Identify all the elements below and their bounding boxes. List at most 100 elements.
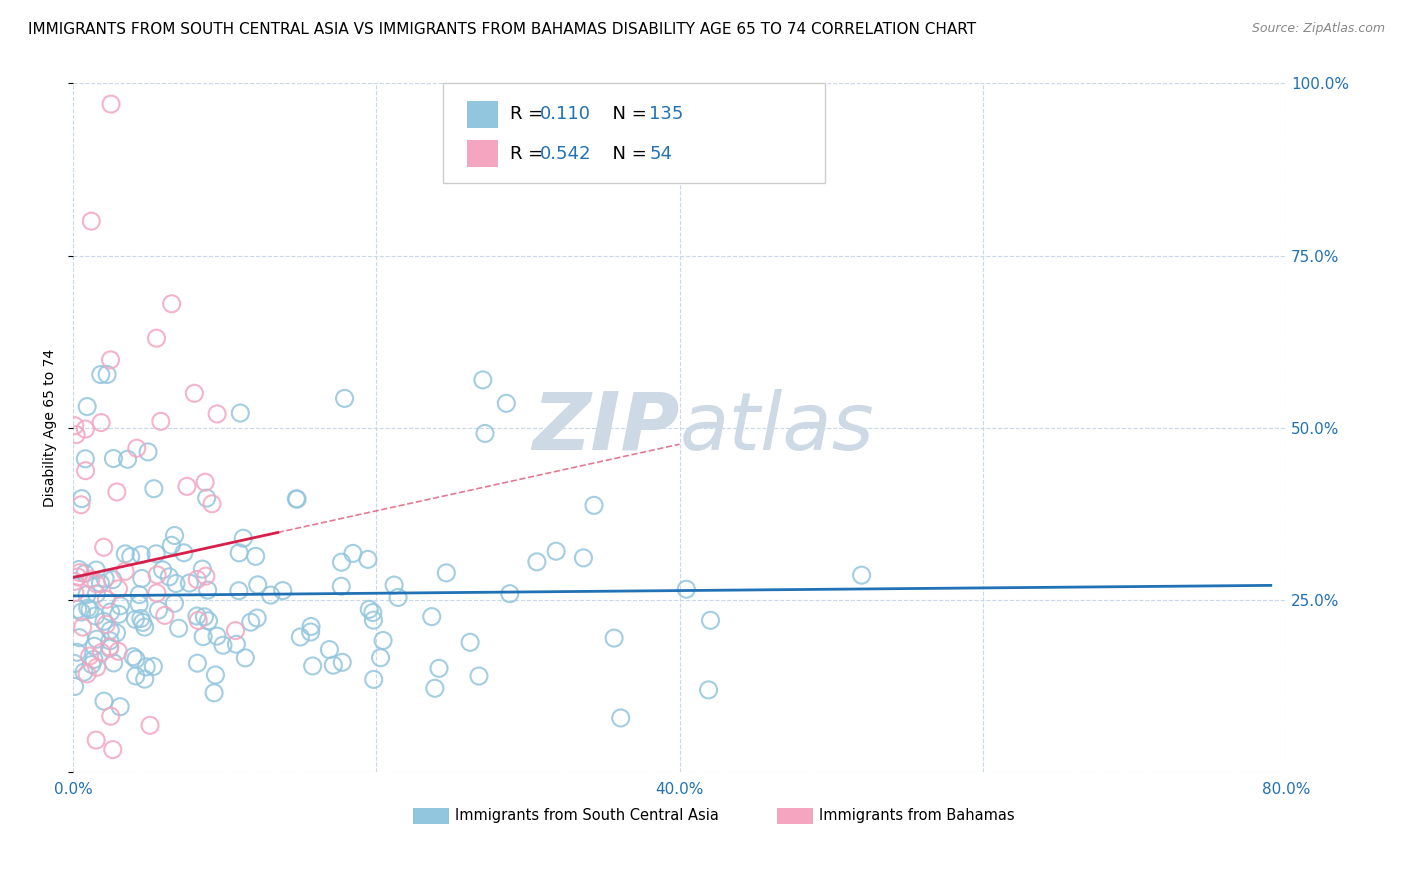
Point bbox=[145, 547, 167, 561]
Point bbox=[420, 609, 443, 624]
Point bbox=[129, 611, 152, 625]
Point bbox=[105, 626, 128, 640]
Point bbox=[93, 615, 115, 629]
Point bbox=[100, 605, 122, 619]
Point bbox=[94, 572, 117, 586]
Text: Source: ZipAtlas.com: Source: ZipAtlas.com bbox=[1251, 22, 1385, 36]
FancyBboxPatch shape bbox=[443, 84, 825, 183]
Point bbox=[93, 540, 115, 554]
Point bbox=[582, 499, 605, 513]
Point bbox=[100, 709, 122, 723]
Point bbox=[100, 352, 122, 367]
Point bbox=[86, 587, 108, 601]
Point bbox=[322, 658, 344, 673]
Point bbox=[134, 620, 156, 634]
Point bbox=[250, 792, 273, 806]
Point bbox=[146, 586, 169, 600]
Point bbox=[66, 645, 89, 659]
Point bbox=[91, 792, 114, 806]
Point bbox=[546, 544, 568, 558]
Point bbox=[125, 441, 148, 455]
Point bbox=[186, 573, 208, 587]
Point bbox=[342, 546, 364, 560]
Point bbox=[125, 652, 148, 666]
Text: 0.110: 0.110 bbox=[540, 105, 591, 123]
Point bbox=[63, 680, 86, 694]
Point bbox=[90, 368, 112, 382]
Point bbox=[187, 614, 209, 628]
Text: atlas: atlas bbox=[679, 389, 875, 467]
Point bbox=[495, 396, 517, 410]
Point bbox=[205, 629, 228, 643]
Point bbox=[117, 452, 139, 467]
Point bbox=[387, 591, 409, 605]
Point bbox=[125, 669, 148, 683]
Point bbox=[131, 571, 153, 585]
Point bbox=[86, 632, 108, 647]
Bar bbox=[467, 140, 498, 168]
Point bbox=[330, 655, 353, 669]
Text: R =: R = bbox=[510, 145, 548, 162]
Point bbox=[90, 416, 112, 430]
Text: N =: N = bbox=[600, 105, 652, 123]
Point bbox=[427, 661, 450, 675]
Point bbox=[93, 694, 115, 708]
Point bbox=[179, 576, 201, 591]
Point bbox=[173, 546, 195, 560]
Point bbox=[80, 572, 103, 586]
Point bbox=[67, 562, 90, 576]
Point bbox=[609, 711, 631, 725]
Point bbox=[98, 641, 121, 656]
Point bbox=[191, 630, 214, 644]
Point bbox=[107, 607, 129, 622]
Point bbox=[603, 631, 626, 645]
Y-axis label: Disability Age 65 to 74: Disability Age 65 to 74 bbox=[44, 349, 58, 507]
Point bbox=[76, 667, 98, 681]
Point bbox=[160, 538, 183, 552]
Point bbox=[458, 635, 481, 649]
Point bbox=[357, 552, 380, 566]
Bar bbox=[776, 808, 813, 823]
Point bbox=[370, 650, 392, 665]
Point bbox=[697, 682, 720, 697]
Text: N =: N = bbox=[600, 145, 652, 162]
Point bbox=[163, 596, 186, 610]
Point bbox=[100, 97, 122, 112]
Point bbox=[330, 555, 353, 569]
Text: Immigrants from South Central Asia: Immigrants from South Central Asia bbox=[456, 808, 718, 822]
Point bbox=[114, 565, 136, 579]
Point bbox=[176, 479, 198, 493]
Point bbox=[434, 566, 457, 580]
Point bbox=[70, 491, 93, 506]
Point bbox=[468, 669, 491, 683]
Point bbox=[89, 576, 111, 591]
Point bbox=[66, 602, 89, 616]
Point bbox=[84, 609, 107, 624]
Point bbox=[186, 656, 208, 670]
Text: ZIP: ZIP bbox=[531, 389, 679, 467]
Bar bbox=[413, 808, 449, 823]
Point bbox=[205, 407, 228, 421]
Point bbox=[142, 482, 165, 496]
Point bbox=[194, 569, 217, 583]
Text: R =: R = bbox=[510, 105, 548, 123]
Point bbox=[75, 464, 97, 478]
Text: IMMIGRANTS FROM SOUTH CENTRAL ASIA VS IMMIGRANTS FROM BAHAMAS DISABILITY AGE 65 : IMMIGRANTS FROM SOUTH CENTRAL ASIA VS IM… bbox=[28, 22, 976, 37]
Point bbox=[136, 445, 159, 459]
Point bbox=[114, 547, 136, 561]
Point bbox=[80, 657, 103, 672]
Point bbox=[675, 582, 697, 597]
Point bbox=[191, 562, 214, 576]
Point bbox=[96, 617, 118, 632]
Point bbox=[193, 609, 215, 624]
Point bbox=[73, 566, 96, 581]
Point bbox=[107, 582, 129, 596]
Point bbox=[195, 491, 218, 505]
Point bbox=[84, 563, 107, 577]
Point bbox=[229, 406, 252, 420]
Point bbox=[526, 555, 548, 569]
Point bbox=[851, 568, 873, 582]
Point bbox=[474, 426, 496, 441]
Point bbox=[73, 665, 96, 680]
Point bbox=[98, 624, 121, 638]
